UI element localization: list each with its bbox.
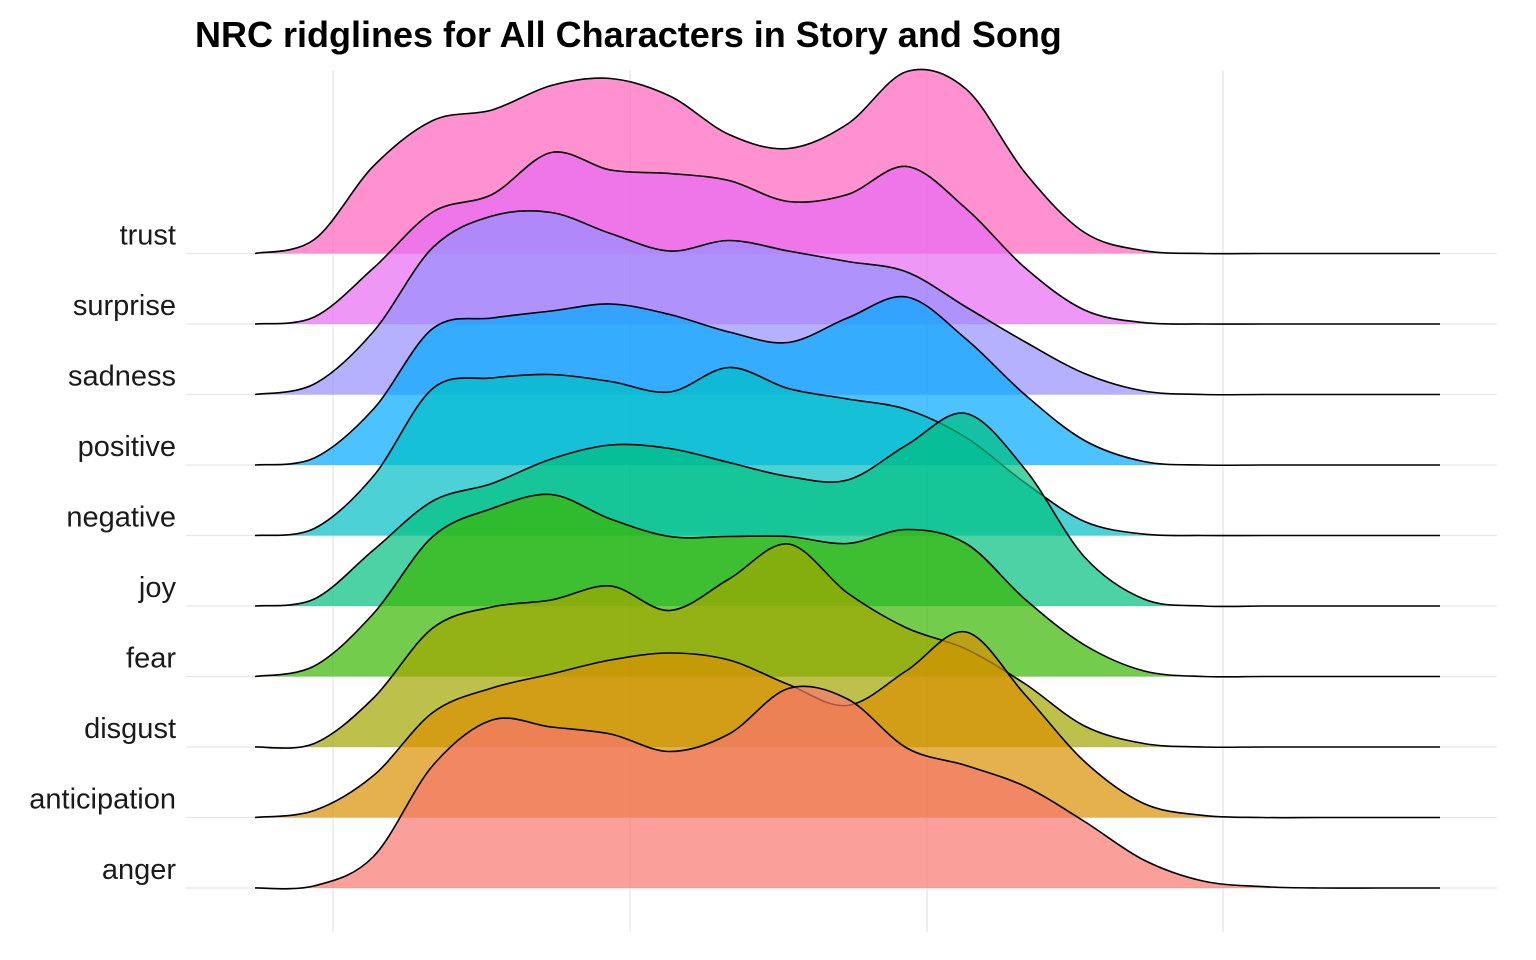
y-tick-label-sadness: sadness: [68, 361, 176, 393]
ridge-line-sadness: [254, 210, 1440, 396]
ridge-line-trust: [254, 68, 1441, 255]
y-tick-label-fear: fear: [126, 643, 176, 675]
y-tick-label-anger: anger: [102, 854, 177, 886]
ridge-line-anger: [254, 685, 1440, 890]
ridge-line-fear: [254, 493, 1441, 678]
y-tick-label-positive: positive: [78, 431, 176, 463]
chart-title: NRC ridglines for All Characters in Stor…: [195, 14, 1062, 55]
y-tick-label-surprise: surprise: [73, 290, 176, 322]
y-tick-label-joy: joy: [138, 572, 177, 604]
ridge-line-surprise: [254, 151, 1440, 325]
ridge-line-negative: [254, 366, 1440, 537]
ridges-layer: [254, 68, 1441, 890]
ridge-line-disgust: [254, 543, 1440, 749]
ridge-area-anger: [255, 686, 1440, 889]
ridge-line-joy: [254, 412, 1440, 608]
y-tick-label-anticipation: anticipation: [29, 784, 176, 816]
ridge-line-positive: [254, 295, 1440, 467]
y-tick-label-trust: trust: [120, 220, 176, 252]
y-labels-layer: anger anticipation disgust fear joy negative p…: [29, 220, 176, 887]
y-tick-label-negative: negative: [66, 502, 176, 534]
y-tick-label-disgust: disgust: [84, 713, 176, 745]
